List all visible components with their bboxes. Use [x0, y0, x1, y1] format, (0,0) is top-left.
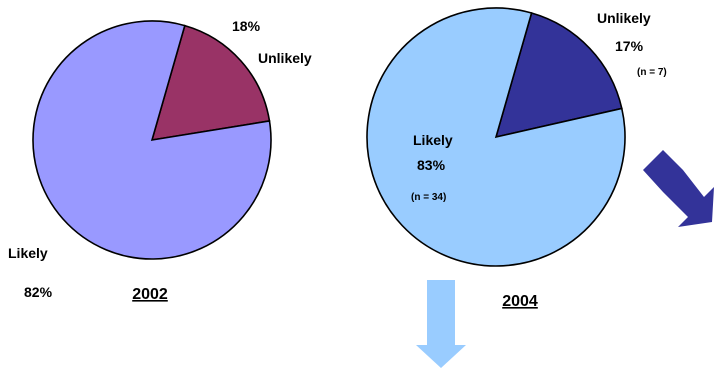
pie-2004-unlikely-n: (n = 7)	[637, 67, 667, 78]
pie-2004-title: 2004	[502, 293, 538, 310]
pie-2002-unlikely-percent: 18%	[232, 18, 261, 34]
pie-chart-2004: Unlikely 17% (n = 7) Likely 83% (n = 34)…	[366, 7, 667, 310]
pie-2004-likely-percent: 83%	[417, 157, 446, 173]
pie-2004-slice-likely	[366, 7, 626, 267]
pie-2004-unlikely-label: Unlikely	[597, 10, 651, 26]
pie-2004-slice-unlikely	[494, 12, 623, 139]
pie-2002-likely-percent: 82%	[24, 284, 53, 300]
pie-2002-slice-likely	[32, 20, 272, 260]
pie-chart-2002: 18% Unlikely Likely 82% 2002	[8, 18, 312, 303]
pie-2002-likely-label: Likely	[8, 245, 48, 261]
diagonal-arrow-icon	[643, 150, 714, 227]
pie-2004-likely-label: Likely	[413, 132, 453, 148]
pie-2004-unlikely-percent: 17%	[615, 38, 644, 54]
pie-2002-slice-unlikely	[150, 24, 271, 141]
pie-2002-title: 2002	[132, 286, 168, 303]
pie-2002-unlikely-label: Unlikely	[258, 50, 312, 66]
pie-2004-likely-n: (n = 34)	[411, 192, 446, 203]
down-arrow-icon	[416, 280, 466, 368]
